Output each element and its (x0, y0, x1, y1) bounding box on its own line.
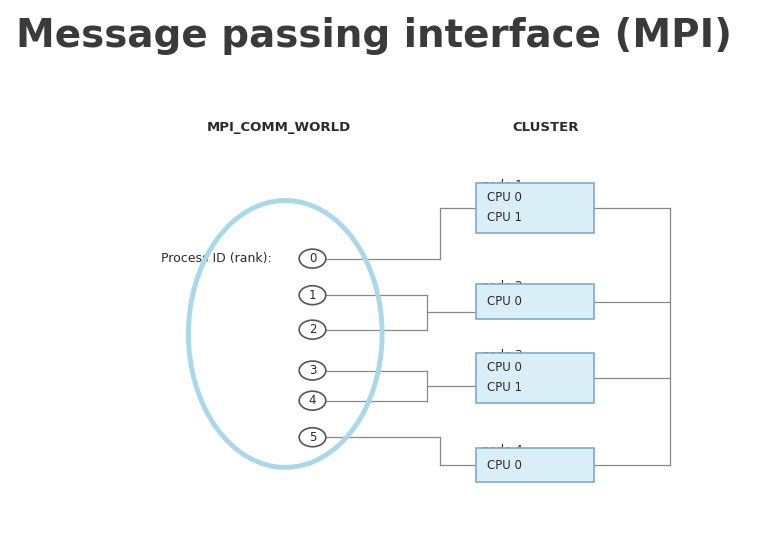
Text: node 1: node 1 (482, 179, 522, 192)
Text: 4: 4 (308, 394, 316, 407)
Circle shape (299, 391, 326, 410)
Text: node 2: node 2 (482, 280, 522, 293)
Circle shape (299, 286, 326, 305)
Text: CPU 0: CPU 0 (487, 191, 522, 204)
Circle shape (299, 320, 326, 339)
Text: CLUSTER: CLUSTER (512, 121, 579, 134)
Text: 2: 2 (308, 323, 316, 336)
Text: 1: 1 (308, 288, 316, 302)
Text: CPU 1: CPU 1 (487, 381, 522, 394)
Text: CPU 0: CPU 0 (487, 459, 522, 472)
Text: node 3: node 3 (482, 349, 522, 362)
Text: 0: 0 (308, 252, 316, 265)
FancyBboxPatch shape (476, 448, 594, 482)
Text: MPI_COMM_WORLD: MPI_COMM_WORLD (206, 121, 351, 134)
Text: CPU 0: CPU 0 (487, 361, 522, 374)
Text: CPU 0: CPU 0 (487, 295, 522, 308)
Circle shape (299, 249, 326, 268)
Text: node 4: node 4 (482, 444, 522, 457)
Text: 3: 3 (308, 364, 316, 377)
Text: CPU 1: CPU 1 (487, 211, 522, 224)
Circle shape (299, 428, 326, 447)
FancyBboxPatch shape (476, 285, 594, 319)
Text: Message passing interface (MPI): Message passing interface (MPI) (16, 17, 732, 55)
Circle shape (299, 361, 326, 380)
FancyBboxPatch shape (476, 183, 594, 233)
FancyBboxPatch shape (476, 353, 594, 403)
Text: 5: 5 (308, 431, 316, 444)
Text: Process ID (rank):: Process ID (rank): (161, 252, 272, 265)
